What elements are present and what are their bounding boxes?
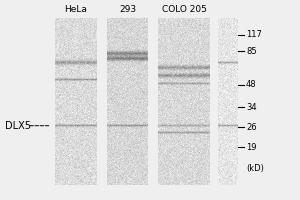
Text: 26: 26: [246, 123, 256, 132]
Text: HeLa: HeLa: [64, 5, 87, 14]
Text: 293: 293: [119, 5, 136, 14]
Text: (kD): (kD): [246, 164, 264, 173]
Text: DLX5: DLX5: [5, 121, 31, 131]
Text: 48: 48: [246, 80, 256, 89]
Text: 19: 19: [246, 143, 256, 152]
Text: COLO 205: COLO 205: [162, 5, 206, 14]
Text: 85: 85: [246, 47, 256, 56]
Text: 117: 117: [246, 30, 262, 39]
Text: 34: 34: [246, 103, 256, 112]
